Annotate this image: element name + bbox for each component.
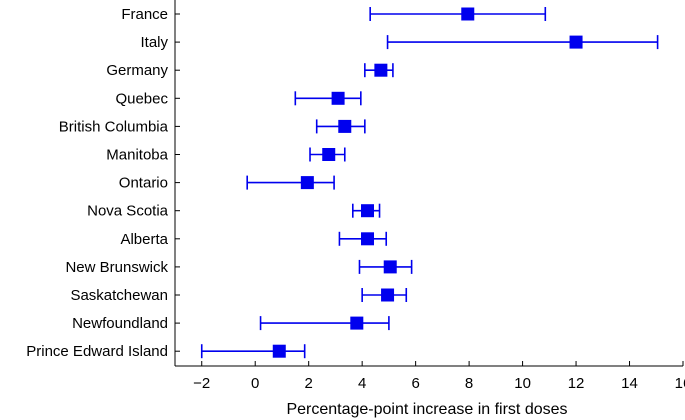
forest-row: Germany	[106, 62, 394, 79]
category-label: Manitoba	[106, 147, 168, 164]
x-axis-ticks: −2 0 2 4 6 8 10 12 14 16	[193, 361, 685, 392]
estimate-marker	[338, 119, 352, 133]
estimate-marker	[381, 288, 395, 302]
forest-row: Prince Edward Island	[26, 343, 306, 360]
x-tick-label: 0	[251, 375, 259, 392]
category-label: Alberta	[120, 231, 168, 248]
x-tick-label: 16	[675, 375, 685, 392]
category-label: France	[121, 6, 168, 23]
estimate-marker	[383, 260, 397, 274]
category-label: Newfoundland	[72, 315, 168, 332]
x-tick-label: 10	[514, 375, 531, 392]
estimate-marker	[374, 63, 388, 77]
estimate-marker	[322, 148, 336, 161]
estimate-marker	[272, 344, 286, 358]
category-label: New Brunswick	[65, 259, 168, 276]
x-tick-label: 12	[568, 375, 585, 392]
plot-rows: France Italy Germany Quebec British Columbia…	[26, 6, 659, 360]
category-label: Prince Edward Island	[26, 343, 168, 360]
estimate-marker	[350, 316, 364, 330]
estimate-marker	[300, 176, 314, 190]
estimate-marker	[361, 204, 375, 218]
forest-row: Saskatchewan	[70, 287, 408, 304]
category-label: Ontario	[119, 175, 168, 192]
forest-row: Manitoba	[106, 147, 346, 164]
forest-row: France	[121, 6, 547, 23]
category-label: British Columbia	[59, 118, 169, 135]
estimate-marker	[461, 7, 475, 21]
forest-row: New Brunswick	[65, 259, 413, 276]
estimate-marker	[331, 91, 345, 105]
x-axis-title: Percentage-point increase in first doses	[286, 401, 567, 418]
forest-row: Alberta	[120, 231, 388, 248]
category-label: Saskatchewan	[70, 287, 168, 304]
forest-row: Quebec	[115, 90, 362, 107]
forest-row: Nova Scotia	[87, 203, 381, 220]
category-label: Italy	[140, 34, 168, 51]
estimate-marker	[361, 232, 375, 246]
category-label: Germany	[106, 62, 168, 79]
x-tick-label: 6	[411, 375, 419, 392]
forest-row: Italy	[140, 34, 659, 51]
x-tick-label: −2	[193, 375, 210, 392]
x-tick-label: 4	[358, 375, 366, 392]
x-tick-label: 14	[621, 375, 638, 392]
category-label: Nova Scotia	[87, 203, 169, 220]
forest-row: Ontario	[119, 175, 335, 192]
estimate-marker	[569, 35, 583, 49]
x-tick-label: 2	[305, 375, 313, 392]
category-label: Quebec	[115, 90, 168, 107]
forest-row: British Columbia	[59, 118, 366, 135]
x-tick-label: 8	[465, 375, 473, 392]
forest-row: Newfoundland	[72, 315, 390, 332]
